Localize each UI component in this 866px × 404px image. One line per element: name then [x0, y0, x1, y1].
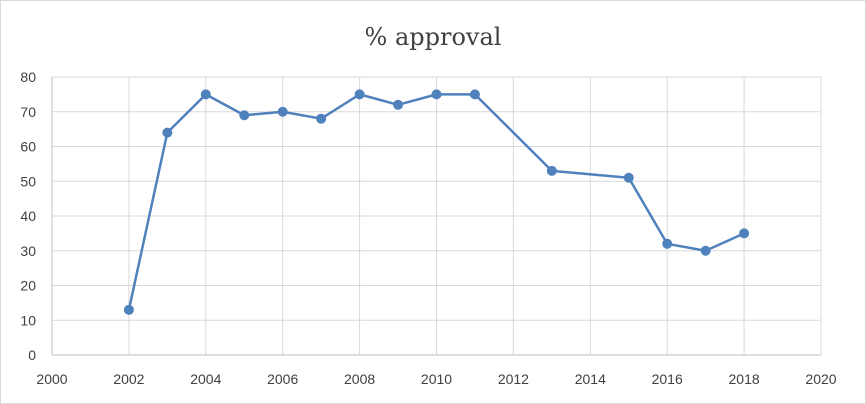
data-point	[623, 172, 634, 183]
y-tick-label: 70	[20, 104, 36, 120]
x-tick-label: 2018	[729, 371, 760, 387]
x-tick-label: 2000	[36, 371, 67, 387]
data-point	[316, 113, 327, 124]
data-point	[662, 238, 673, 249]
y-tick-label: 20	[20, 278, 36, 294]
data-point	[123, 304, 134, 315]
x-tick-label: 2004	[190, 371, 221, 387]
data-point	[739, 228, 750, 239]
data-point	[431, 89, 442, 100]
data-point	[162, 127, 173, 138]
y-tick-label: 30	[20, 243, 36, 259]
axes	[51, 77, 821, 356]
x-tick-label: 2014	[575, 371, 606, 387]
data-point	[469, 89, 480, 100]
y-tick-labels: 0 10 20 30 40 50 60 70 80	[20, 69, 36, 363]
y-tick-label: 0	[28, 347, 36, 363]
y-tick-label: 50	[20, 173, 36, 189]
x-tick-label: 2010	[421, 371, 452, 387]
x-tick-label: 2008	[344, 371, 375, 387]
data-point	[200, 89, 211, 100]
data-point	[239, 110, 250, 121]
y-tick-label: 60	[20, 139, 36, 155]
x-tick-label: 2016	[652, 371, 683, 387]
y-tick-label: 40	[20, 208, 36, 224]
x-tick-label: 2020	[805, 371, 836, 387]
data-point	[277, 106, 288, 117]
x-tick-labels: 2000 2002 2004 2006 2008 2010 2012 2014 2016 2018…	[36, 371, 836, 387]
data-point	[354, 89, 365, 100]
gridlines	[52, 76, 822, 355]
x-tick-label: 2006	[267, 371, 298, 387]
y-tick-label: 80	[20, 69, 36, 85]
data-point	[546, 165, 557, 176]
series	[123, 89, 750, 315]
data-point	[700, 245, 711, 256]
y-tick-label: 10	[20, 312, 36, 328]
x-tick-label: 2002	[113, 371, 144, 387]
data-point	[393, 99, 404, 110]
chart-title: % approval	[365, 23, 502, 51]
x-tick-label: 2012	[498, 371, 529, 387]
